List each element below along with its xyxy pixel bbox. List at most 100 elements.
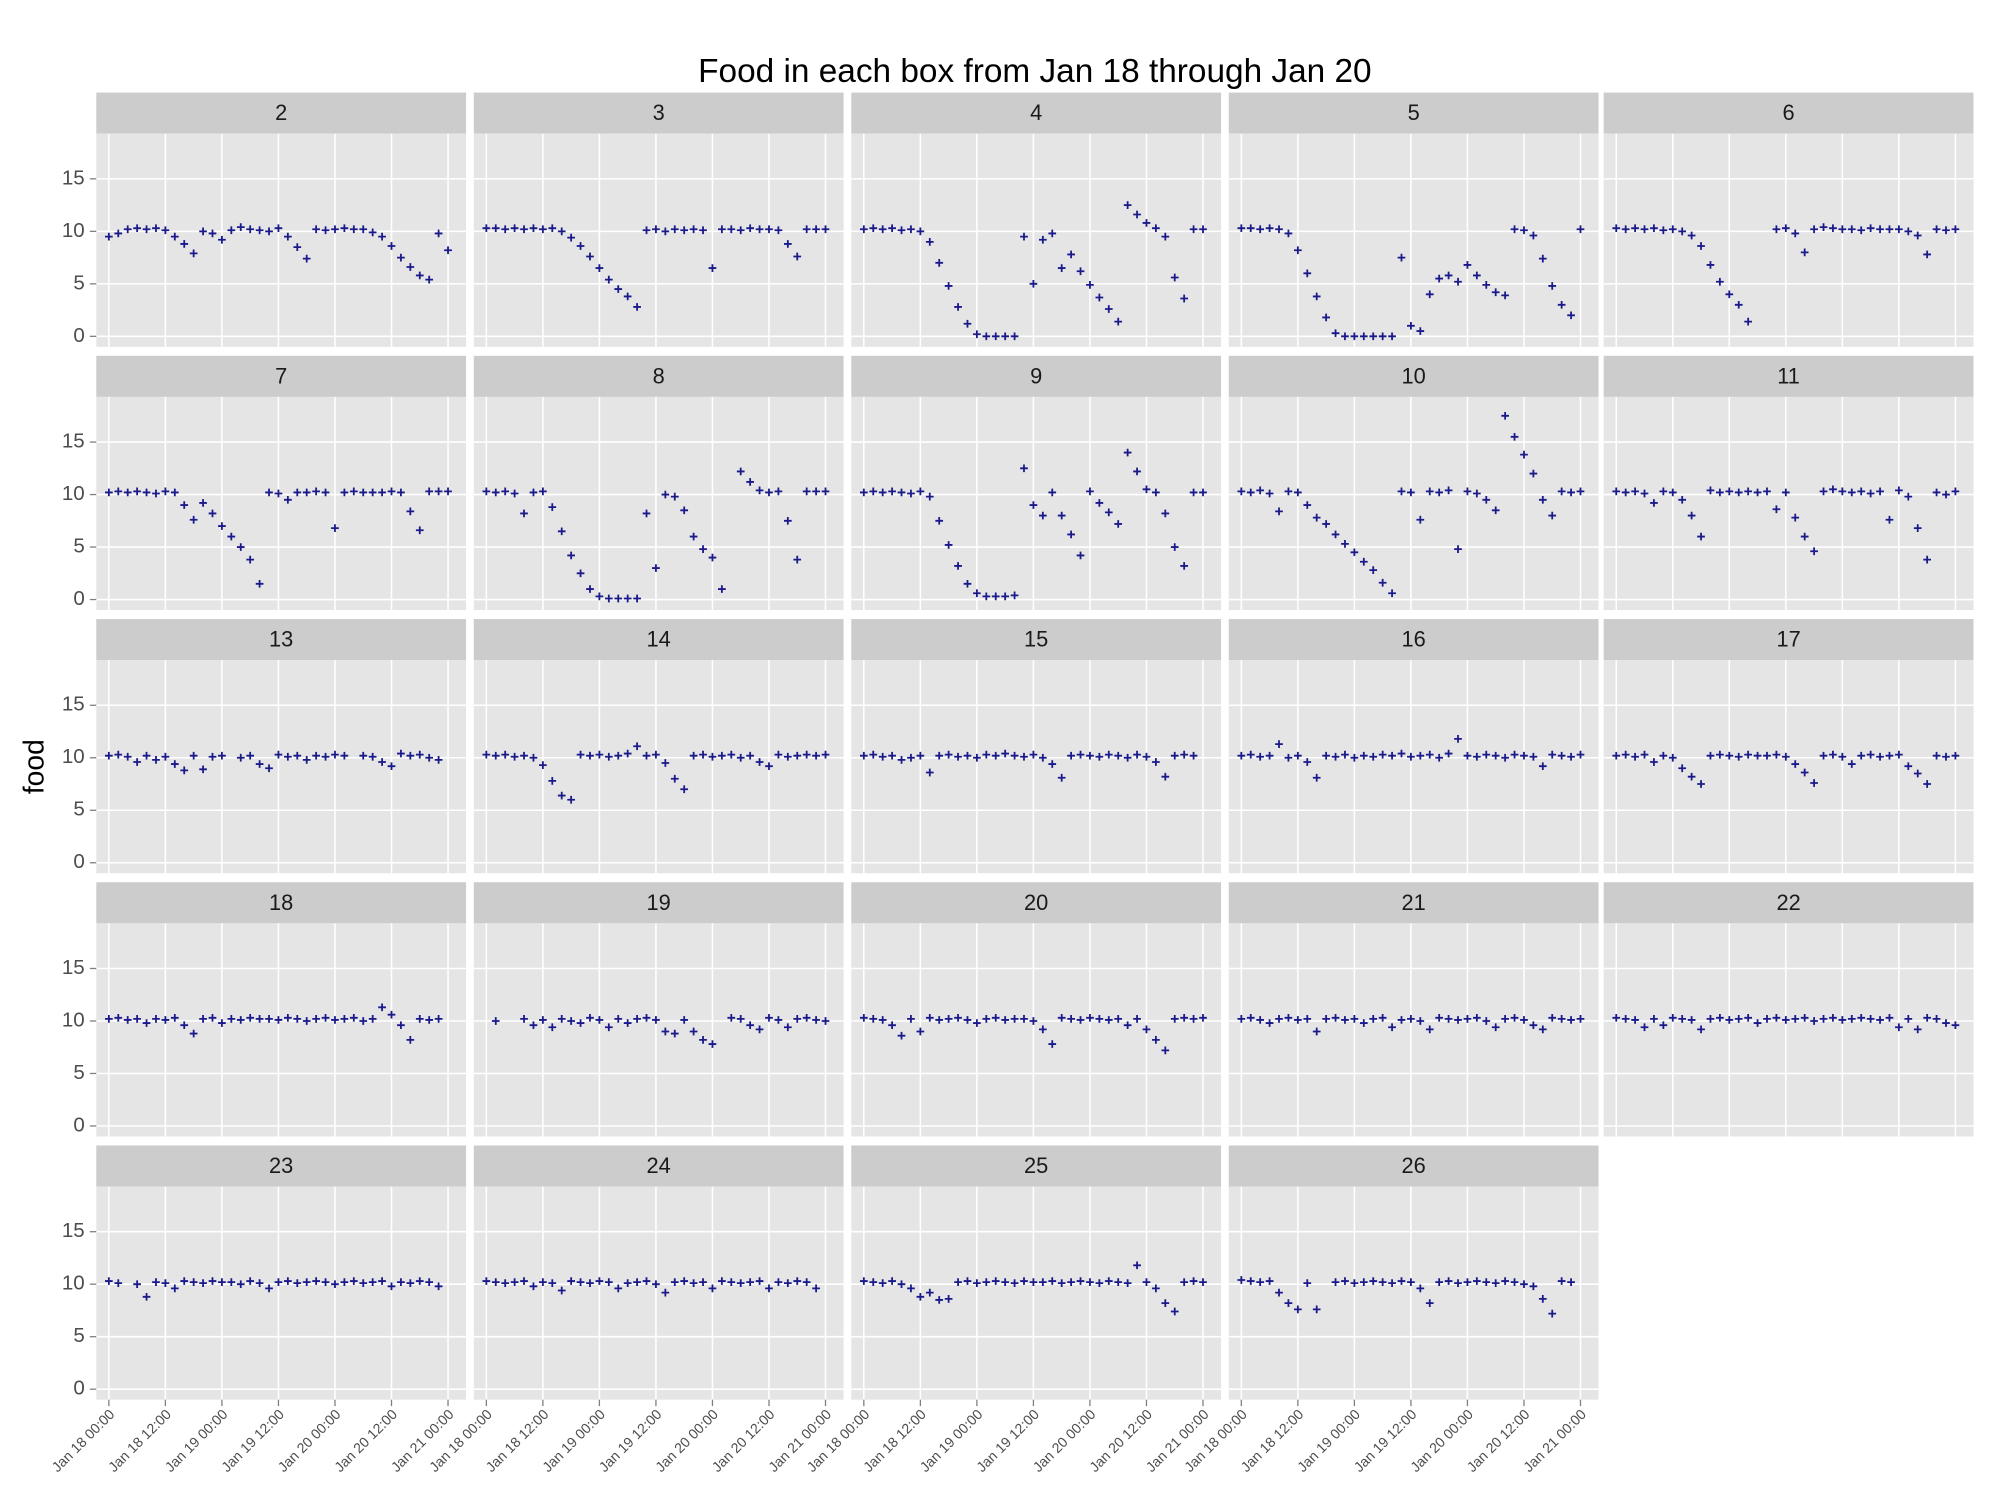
point	[1010, 1279, 1019, 1287]
point	[1668, 753, 1677, 762]
point	[1520, 450, 1528, 459]
point	[689, 532, 698, 541]
point	[973, 1019, 981, 1027]
point	[501, 750, 510, 759]
point	[1407, 488, 1415, 497]
point	[878, 1279, 887, 1287]
point	[1388, 1023, 1396, 1032]
point	[859, 488, 868, 497]
point	[642, 751, 651, 760]
point	[963, 751, 972, 760]
point	[1763, 487, 1771, 496]
point	[1123, 1021, 1132, 1030]
point	[869, 1015, 878, 1023]
point	[736, 467, 745, 476]
point	[1237, 1276, 1246, 1284]
point	[859, 1277, 868, 1285]
point	[539, 225, 547, 234]
point	[312, 487, 320, 496]
point	[1510, 432, 1519, 441]
point	[1057, 511, 1066, 520]
strip-label: 25	[1024, 1153, 1048, 1178]
point	[1612, 1013, 1621, 1022]
y-tick-label: 5	[73, 1061, 84, 1084]
point	[718, 751, 726, 760]
point	[859, 225, 868, 234]
point	[888, 487, 896, 496]
point	[1913, 1025, 1922, 1034]
point	[105, 751, 113, 760]
point	[1942, 490, 1950, 499]
point	[1359, 751, 1368, 760]
point	[736, 753, 745, 762]
point	[1444, 749, 1453, 758]
point	[1548, 1013, 1557, 1022]
point	[1687, 231, 1696, 240]
point	[1538, 1025, 1547, 1034]
point	[670, 1278, 679, 1286]
point	[199, 227, 207, 236]
point	[1847, 488, 1856, 497]
point	[349, 487, 358, 496]
panel	[851, 1186, 1222, 1400]
point	[586, 1279, 594, 1287]
point	[1725, 290, 1734, 299]
point	[897, 488, 906, 497]
panel	[851, 923, 1222, 1137]
point	[312, 751, 320, 760]
point	[331, 225, 339, 234]
facet: 3	[473, 92, 844, 347]
point	[312, 1277, 320, 1285]
point	[689, 751, 698, 760]
point	[1170, 751, 1179, 760]
point	[793, 555, 802, 564]
point	[1819, 487, 1828, 496]
point	[1142, 219, 1151, 227]
point	[727, 1278, 736, 1286]
point	[105, 488, 113, 497]
point	[161, 487, 170, 496]
point	[406, 1279, 415, 1287]
point	[208, 1013, 217, 1022]
point	[812, 487, 820, 496]
point	[991, 592, 1000, 601]
point	[557, 1015, 566, 1023]
point	[1303, 501, 1312, 509]
point	[378, 1003, 386, 1012]
point	[755, 1277, 764, 1285]
point	[1829, 750, 1837, 759]
point	[727, 1013, 736, 1022]
point	[595, 264, 604, 272]
point	[1407, 752, 1415, 761]
point	[1744, 750, 1752, 759]
point	[1114, 1015, 1123, 1023]
point	[1161, 509, 1170, 518]
facet: 22	[1603, 882, 1974, 1137]
point	[1659, 751, 1668, 760]
point	[1350, 1279, 1359, 1287]
point	[755, 486, 764, 495]
point	[1161, 232, 1170, 241]
point	[802, 487, 811, 496]
point	[821, 487, 830, 496]
point	[1923, 250, 1931, 259]
point	[265, 1284, 273, 1293]
point	[1482, 1278, 1491, 1286]
point	[1095, 1279, 1104, 1287]
point	[991, 1277, 1000, 1285]
point	[199, 499, 207, 507]
point	[1725, 1016, 1734, 1024]
point	[415, 1277, 424, 1285]
panel	[1228, 133, 1599, 347]
point	[642, 509, 651, 518]
point	[114, 487, 123, 496]
strip	[851, 882, 1222, 924]
point	[1557, 751, 1566, 760]
point	[1416, 515, 1425, 524]
point	[1706, 1015, 1715, 1023]
point	[982, 592, 991, 601]
point	[255, 760, 264, 768]
point	[1697, 242, 1705, 250]
strip	[851, 619, 1222, 661]
